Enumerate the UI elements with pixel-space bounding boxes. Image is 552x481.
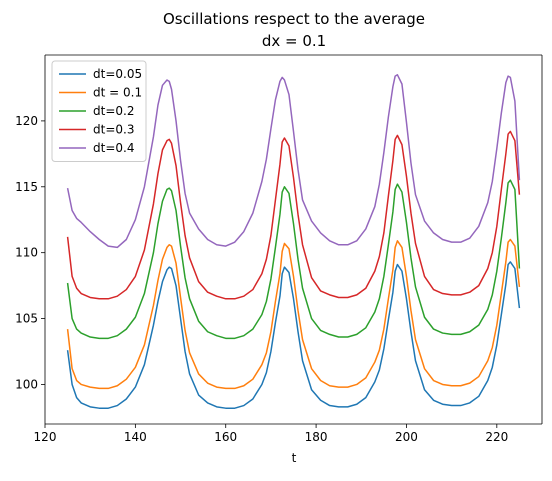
y-tick-label: 110 xyxy=(15,246,38,260)
legend-label-4: dt=0.3 xyxy=(93,123,134,137)
legend-label-3: dt=0.2 xyxy=(93,104,134,118)
chart-title: Oscillations respect to the average xyxy=(163,10,425,28)
x-tick-label: 180 xyxy=(305,430,328,444)
series-group xyxy=(66,74,521,409)
series-line-1 xyxy=(66,261,521,409)
legend-box xyxy=(51,60,147,162)
y-tick-label: 100 xyxy=(15,377,38,391)
legend: dt=0.05 dt = 0.1 dt=0.2 dt=0.3 dt=0.4 xyxy=(51,60,147,162)
y-tick-label: 105 xyxy=(15,312,38,326)
axes: 120 140 160 180 200 220 100 105 110 115 120 xyxy=(15,54,543,444)
x-tick-label: 140 xyxy=(124,430,147,444)
x-tick-label: 120 xyxy=(34,430,57,444)
series-line-2 xyxy=(66,238,521,390)
x-tick-label: 220 xyxy=(485,430,508,444)
legend-label-5: dt=0.4 xyxy=(93,141,134,155)
series-line-5 xyxy=(66,74,521,249)
x-tick-label: 200 xyxy=(395,430,418,444)
x-axis-label: t xyxy=(292,451,297,465)
y-tick-label: 120 xyxy=(15,114,38,128)
legend-label-2: dt = 0.1 xyxy=(93,86,142,100)
series-line-4 xyxy=(66,130,521,300)
legend-label-1: dt=0.05 xyxy=(93,67,142,81)
series-line-3 xyxy=(66,179,521,340)
y-tick-label: 115 xyxy=(15,180,38,194)
x-tick-label: 160 xyxy=(214,430,237,444)
chart-subtitle: dx = 0.1 xyxy=(262,32,326,50)
